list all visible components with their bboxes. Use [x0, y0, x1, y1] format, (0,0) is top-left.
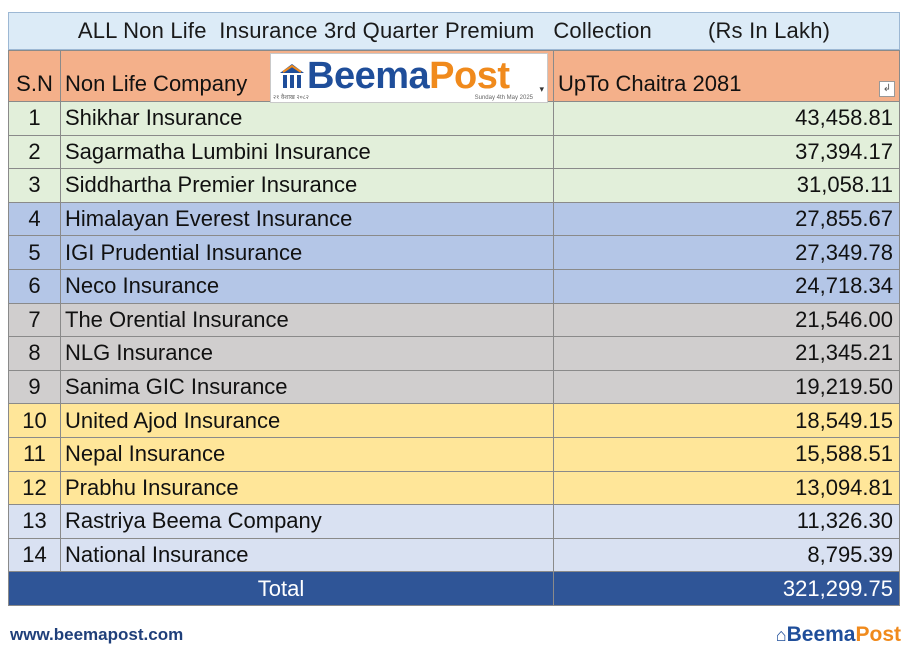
row-sn: 6 [8, 268, 61, 304]
beemapost-logo: BeemaPost २१ वैशाख २०८२ Sunday 4th May 2… [270, 53, 548, 103]
chevron-down-icon: ▾ [539, 84, 544, 94]
footer: www.beemapost.com ⌂BeemaPost [0, 623, 905, 648]
row-company: Neco Insurance [60, 268, 554, 304]
row-company: Himalayan Everest Insurance [60, 201, 554, 237]
row-company: Siddhartha Premier Insurance [60, 168, 554, 203]
total-row: Total 321,299.75 [8, 571, 900, 606]
table-row: 7 The Orential Insurance 21,546.00 [8, 302, 900, 338]
footer-logo: ⌂BeemaPost [776, 623, 901, 647]
table-row: 12 Prabhu Insurance 13,094.81 [8, 470, 900, 506]
row-sn: 10 [8, 403, 61, 438]
table-row: 13 Rastriya Beema Company 11,326.30 [8, 504, 900, 539]
row-amount: 11,326.30 [553, 504, 900, 539]
row-sn: 12 [8, 470, 61, 506]
row-sn: 5 [8, 235, 61, 270]
table-row: 3 Siddhartha Premier Insurance 31,058.11 [8, 168, 900, 203]
row-sn: 14 [8, 537, 61, 573]
logo-beema: Beema [307, 55, 430, 97]
footer-logo-beema: Beema [786, 623, 856, 646]
logo-date-nepali: २१ वैशाख २०८२ [273, 95, 309, 101]
row-amount: 15,588.51 [553, 436, 900, 472]
footer-house-icon: ⌂ [775, 625, 787, 645]
table-body: 1 Shikhar Insurance 43,458.81 2 Sagarmatha L… [8, 101, 900, 573]
row-company: The Orential Insurance [60, 302, 554, 338]
table-row: 8 NLG Insurance 21,345.21 [8, 336, 900, 371]
filter-dropdown-icon[interactable]: ↲ [879, 81, 895, 97]
title-unit: (Rs In Lakh) [707, 18, 831, 43]
table-row: 11 Nepal Insurance 15,588.51 [8, 436, 900, 472]
row-company: IGI Prudential Insurance [60, 235, 554, 270]
table-row: 14 National Insurance 8,795.39 [8, 537, 900, 573]
row-sn: 7 [8, 302, 61, 338]
row-amount: 37,394.17 [553, 134, 900, 170]
table-title: ALL Non Life Insurance 3rd Quarter Premi… [8, 12, 900, 50]
row-sn: 4 [8, 201, 61, 237]
row-sn: 1 [8, 101, 61, 136]
total-amount: 321,299.75 [553, 571, 900, 606]
row-amount: 21,345.21 [553, 336, 900, 371]
row-sn: 2 [8, 134, 61, 170]
table-row: 6 Neco Insurance 24,718.34 [8, 268, 900, 304]
logo-post: Post [429, 55, 510, 97]
table-row: 2 Sagarmatha Lumbini Insurance 37,394.17 [8, 134, 900, 170]
logo-wordmark: BeemaPost [307, 54, 510, 98]
footer-url[interactable]: www.beemapost.com [10, 625, 184, 644]
row-sn: 8 [8, 336, 61, 371]
row-company: Sanima GIC Insurance [60, 369, 554, 405]
row-amount: 27,349.78 [553, 235, 900, 270]
row-company: Shikhar Insurance [60, 101, 554, 136]
total-label: Total [8, 571, 554, 606]
table-row: 4 Himalayan Everest Insurance 27,855.67 [8, 201, 900, 237]
row-company: Sagarmatha Lumbini Insurance [60, 134, 554, 170]
title-text: ALL Non Life Insurance 3rd Quarter Premi… [77, 18, 652, 43]
row-sn: 3 [8, 168, 61, 203]
row-amount: 13,094.81 [553, 470, 900, 506]
header-amount: UpTo Chaitra 2081 ↲ [553, 50, 900, 102]
row-amount: 27,855.67 [553, 201, 900, 237]
premium-table: S.N Non Life Company UpTo Chaitra 2081 ↲… [8, 50, 900, 606]
row-company: Rastriya Beema Company [60, 504, 554, 539]
table-row: 1 Shikhar Insurance 43,458.81 [8, 101, 900, 136]
row-sn: 11 [8, 436, 61, 472]
row-amount: 21,546.00 [553, 302, 900, 338]
house-logo-icon [280, 64, 304, 88]
row-amount: 24,718.34 [553, 268, 900, 304]
row-amount: 43,458.81 [553, 101, 900, 136]
row-company: NLG Insurance [60, 336, 554, 371]
row-company: Prabhu Insurance [60, 470, 554, 506]
footer-logo-post: Post [855, 623, 901, 646]
table-row: 9 Sanima GIC Insurance 19,219.50 [8, 369, 900, 405]
row-sn: 13 [8, 504, 61, 539]
row-amount: 18,549.15 [553, 403, 900, 438]
logo-date-english: Sunday 4th May 2025 [474, 95, 533, 101]
row-amount: 31,058.11 [553, 168, 900, 203]
table-row: 5 IGI Prudential Insurance 27,349.78 [8, 235, 900, 270]
table-row: 10 United Ajod Insurance 18,549.15 [8, 403, 900, 438]
row-sn: 9 [8, 369, 61, 405]
row-amount: 19,219.50 [553, 369, 900, 405]
row-company: National Insurance [60, 537, 554, 573]
header-amount-label: UpTo Chaitra 2081 [558, 71, 742, 96]
row-amount: 8,795.39 [553, 537, 900, 573]
row-company: Nepal Insurance [60, 436, 554, 472]
row-company: United Ajod Insurance [60, 403, 554, 438]
header-sn: S.N [8, 50, 61, 102]
